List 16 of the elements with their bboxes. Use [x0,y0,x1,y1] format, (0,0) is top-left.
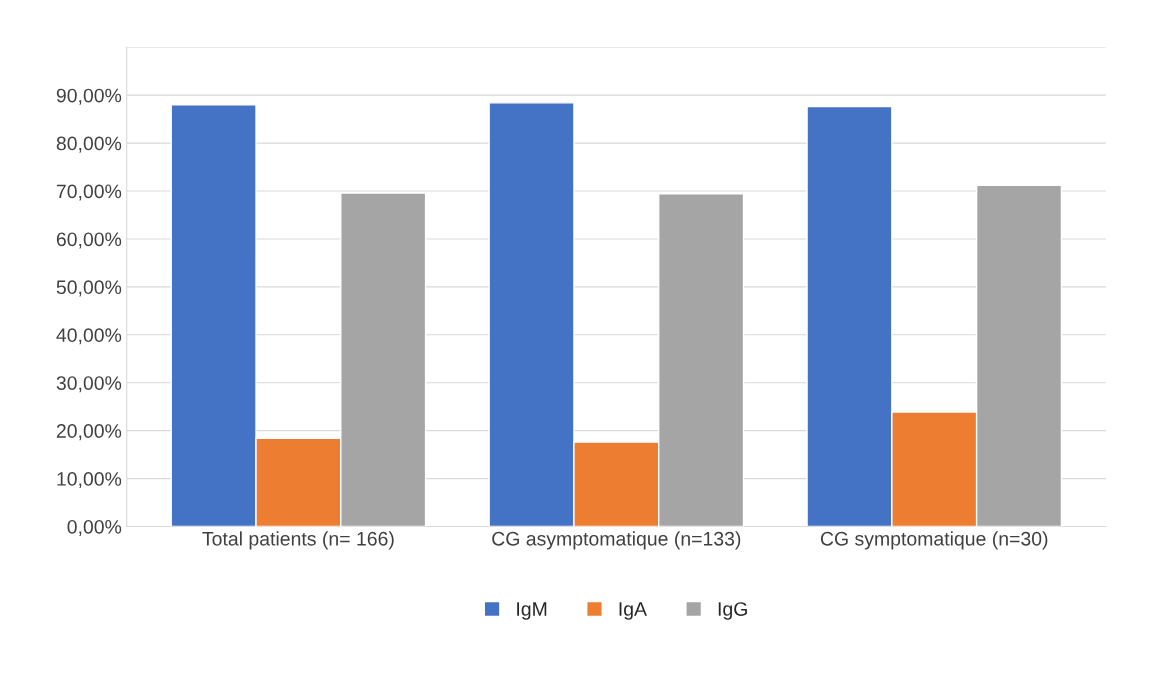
x-tick-label: CG symptomatique (n=30) [820,531,1048,550]
x-tick-label: Total patients (n= 166) [202,531,394,550]
y-tick-label: 80,00% [56,136,122,153]
y-tick-label: 50,00% [56,280,122,297]
legend-label: IgA [619,602,647,620]
y-tick-label: 0,00% [67,519,122,537]
y-tick-label: 60,00% [56,232,122,249]
y-tick-label: 40,00% [56,328,122,345]
x-tick-label: CG asymptomatique (n=133) [492,531,741,550]
y-tick-label: 70,00% [56,184,122,201]
y-tick-label: 10,00% [57,472,122,489]
legend-label: IgG [718,602,747,620]
y-tick-label: 30,00% [56,376,122,393]
y-tick-label: 20,00% [56,424,122,441]
legend-label: IgM [517,602,547,620]
y-tick-label: 90,00% [56,88,122,105]
